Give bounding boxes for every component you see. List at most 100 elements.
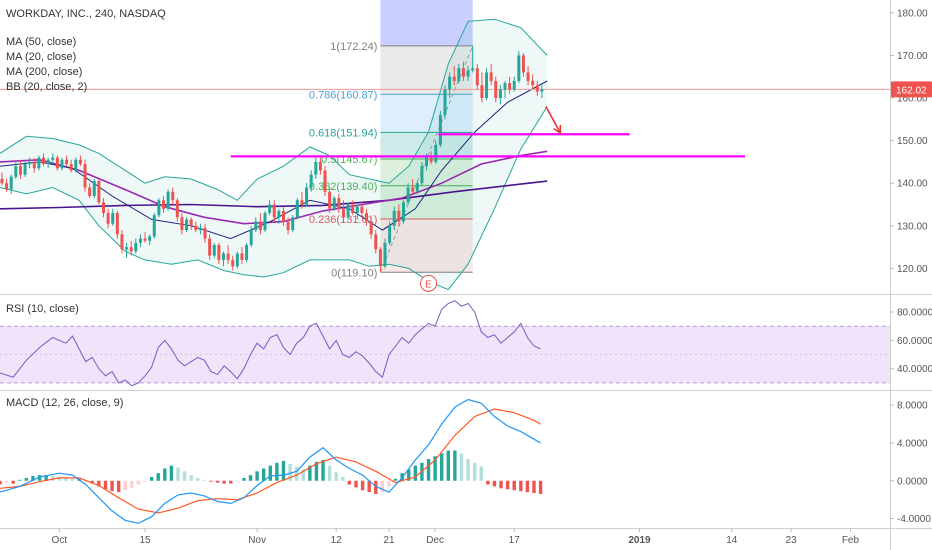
- rsi-axis-tick-label: 60.0000: [897, 336, 932, 347]
- macd-histogram-bar: [248, 475, 253, 481]
- macd-histogram-bar: [512, 480, 516, 491]
- candle: [355, 204, 359, 220]
- candle: [203, 223, 207, 243]
- candle-body: [235, 253, 239, 267]
- candle-body: [92, 181, 96, 196]
- macd-histogram-bar: [97, 480, 101, 487]
- candle-body: [355, 206, 359, 214]
- macd-histogram-bar: [24, 477, 29, 481]
- macd-histogram-bar: [347, 480, 352, 485]
- macd-histogram-bar: [229, 480, 233, 484]
- macd-histogram-bar: [308, 465, 312, 481]
- macd-histogram-bar: [31, 476, 35, 481]
- candle: [346, 202, 350, 220]
- ma20-line: [0, 80, 548, 240]
- earnings-marker: [420, 274, 438, 292]
- bb-fill: [0, 19, 548, 290]
- legend-ma20: MA (20, close): [6, 51, 76, 63]
- macd-histogram-bar: [492, 480, 497, 487]
- candle-body: [189, 219, 193, 226]
- candle: [420, 161, 424, 186]
- macd-axis-tick-label: 8.0000: [897, 401, 928, 412]
- candle: [281, 206, 285, 226]
- candle-body: [291, 217, 295, 231]
- bb-upper-line: [0, 18, 548, 201]
- candle: [65, 155, 69, 167]
- candle-body: [9, 176, 13, 190]
- macd-histogram-bar: [149, 476, 154, 481]
- candle: [129, 240, 133, 256]
- macd-histogram-bar: [519, 480, 523, 492]
- macd-histogram-bar: [440, 453, 444, 481]
- candle-body: [42, 157, 46, 165]
- candle: [194, 221, 198, 233]
- candle-body: [14, 166, 18, 177]
- candle-body: [521, 55, 525, 73]
- candle: [388, 221, 392, 245]
- fib-level-label: 0.786(160.87): [309, 89, 378, 101]
- macd-signal-line: [0, 408, 541, 514]
- candle-body: [420, 166, 424, 184]
- candle-body: [332, 198, 336, 209]
- candle-body: [471, 68, 475, 71]
- macd-histogram-bar: [374, 480, 378, 494]
- candle-body: [51, 157, 55, 160]
- macd-histogram-bar: [222, 480, 226, 484]
- macd-histogram-bar: [268, 465, 272, 481]
- candle-body: [328, 191, 332, 209]
- macd-histogram-bar: [37, 475, 42, 481]
- down-arrow-shaft: [545, 106, 562, 134]
- time-axis-tick-label: 2019: [628, 535, 651, 546]
- candle-body: [309, 174, 313, 188]
- candle-body: [411, 187, 415, 192]
- candle-body: [503, 83, 507, 90]
- candle-body: [498, 89, 502, 98]
- macd-histogram-bar: [44, 475, 48, 481]
- candle-body: [540, 89, 544, 92]
- candle: [438, 110, 442, 147]
- candle-body: [323, 170, 327, 192]
- candle-body: [369, 221, 373, 235]
- candle: [92, 178, 96, 199]
- candle: [88, 183, 92, 199]
- macd-histogram-bar: [479, 466, 483, 481]
- candle: [226, 245, 230, 265]
- candle: [540, 85, 544, 98]
- candle: [240, 247, 244, 265]
- candle-body: [32, 161, 36, 169]
- macd-histogram-bar: [367, 480, 371, 493]
- candle: [272, 200, 276, 222]
- candle: [337, 193, 341, 214]
- macd-histogram-bar: [136, 480, 141, 485]
- candle-body: [152, 215, 156, 237]
- last-price-badge: [891, 81, 932, 98]
- candle: [249, 225, 253, 248]
- candle-body: [406, 187, 410, 203]
- candle: [448, 72, 452, 98]
- candle: [429, 151, 433, 165]
- candle: [134, 238, 138, 254]
- candle-body: [388, 225, 392, 243]
- candle: [97, 178, 101, 205]
- candle-body: [157, 200, 161, 216]
- candle-body: [65, 159, 69, 165]
- candle: [378, 247, 382, 273]
- macd-histogram-bar: [413, 465, 418, 481]
- candle-body: [18, 166, 22, 175]
- candle-body: [111, 213, 115, 224]
- candle: [125, 242, 129, 258]
- macd-histogram-bar: [472, 462, 477, 481]
- legend-bb: BB (20, close, 2): [6, 81, 87, 93]
- fib-extension-band: [380, 0, 473, 46]
- candle-body: [281, 210, 285, 222]
- price-axis-tick-label: 140.00: [897, 179, 928, 190]
- candle-body: [337, 198, 341, 209]
- candle-body: [443, 89, 447, 116]
- macd-histogram-bar: [235, 480, 240, 482]
- macd-histogram-bar: [499, 480, 503, 489]
- candle-body: [360, 206, 364, 214]
- macd-histogram-bar: [301, 469, 305, 481]
- candle: [277, 208, 281, 224]
- candle: [180, 213, 184, 235]
- candle: [471, 45, 475, 73]
